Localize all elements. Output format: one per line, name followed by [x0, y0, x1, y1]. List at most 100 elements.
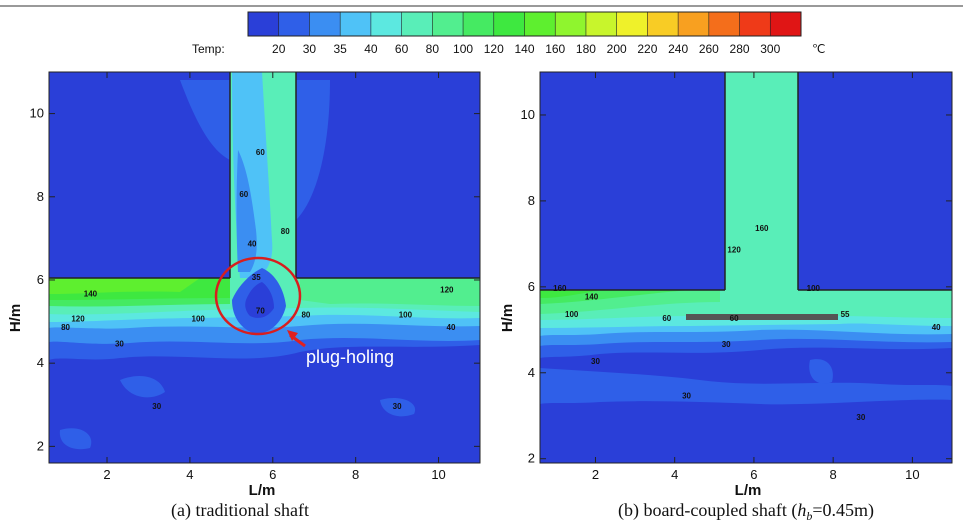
contour-label: 30: [682, 392, 691, 401]
colorbar-swatch: [463, 12, 495, 36]
panel-a-x-axis-label: L/m: [249, 482, 276, 499]
colorbar-unit: ℃: [812, 42, 825, 56]
colorbar-label: Temp:: [192, 42, 225, 56]
x-tick-label: 10: [905, 467, 919, 482]
x-tick-label: 10: [431, 467, 445, 482]
colorbar-tick-label: 20: [272, 42, 286, 56]
colorbar-tick-label: 280: [730, 42, 750, 56]
x-tick-label: 6: [750, 467, 757, 482]
colorbar-tick-label: 35: [333, 42, 347, 56]
panel-a-y-axis-label: H/m: [7, 304, 24, 332]
colorbar-swatch: [616, 12, 648, 36]
panel-b-lower-region-30: [540, 368, 952, 405]
x-tick-label: 2: [592, 467, 599, 482]
contour-label: 30: [152, 402, 161, 411]
contour-label: 160: [755, 224, 769, 233]
panel-b-caption: (b) board-coupled shaft (hb=0.45m): [618, 500, 874, 523]
plug-holing-label: plug-holing: [306, 347, 394, 367]
contour-label: 140: [84, 290, 98, 299]
contour-label: 60: [730, 314, 739, 323]
panel-a-ceiling-left-blotch: [180, 80, 230, 160]
panel-b-contour-labels: 160 120 160 140 100 100 60 60 55 40 30 30 30 30: [553, 224, 941, 422]
colorbar-swatch: [524, 12, 556, 36]
contour-label: 120: [440, 285, 454, 294]
panel-b-caption-text: (b) board-coupled shaft (: [618, 500, 797, 521]
y-tick-label: 2: [37, 438, 44, 453]
colorbar-swatch: [309, 12, 341, 36]
panel-a-blotch-2: [59, 428, 92, 450]
x-tick-label: 6: [269, 467, 276, 482]
panel-a-region-140: [49, 278, 200, 294]
contour-label: 30: [722, 340, 731, 349]
panel-b-frame: [539, 71, 953, 464]
plug-holing-circle: [214, 256, 302, 336]
contour-label: 30: [591, 357, 600, 366]
contour-label: 40: [932, 323, 941, 332]
contour-label: 40: [248, 240, 257, 249]
x-tick-label: 4: [186, 467, 193, 482]
panel-b-region-160: [540, 290, 600, 298]
contour-label: 80: [301, 310, 310, 319]
colorbar-tick-label: 140: [514, 42, 534, 56]
colorbar-tick-label: 160: [545, 42, 565, 56]
panel-b-blotch-1: [809, 359, 833, 384]
contour-label: 160: [553, 284, 567, 293]
contour-label: 120: [71, 315, 85, 324]
contour-label: 140: [585, 293, 599, 302]
panel-b-ceiling-right: [798, 72, 952, 290]
colorbar-swatch: [708, 12, 741, 36]
colorbar-swatch: [370, 12, 403, 36]
colorbar-tick-label: 120: [484, 42, 504, 56]
y-tick-label: 6: [37, 272, 44, 287]
contour-label: 30: [393, 402, 402, 411]
y-tick-label: 10: [30, 106, 44, 121]
colorbar-swatch: [678, 12, 710, 36]
colorbar-swatch: [770, 12, 802, 36]
panel-a-shaft-cold-tongue: [236, 150, 257, 272]
colorbar-tick-label: 80: [426, 42, 440, 56]
y-tick-label: 4: [528, 365, 535, 380]
colorbar-tick-label: 60: [395, 42, 409, 56]
x-tick-label: 8: [830, 467, 837, 482]
colorbar-tick-label: 240: [668, 42, 688, 56]
x-tick-label: 8: [352, 467, 359, 482]
colorbar-swatch: [248, 12, 280, 36]
x-tick-label: 2: [103, 467, 110, 482]
colorbar-tick-label: 300: [760, 42, 780, 56]
y-tick-label: 4: [37, 355, 44, 370]
contour-label: 60: [239, 190, 248, 199]
contour-label: 70: [256, 306, 265, 315]
x-tick-label: 4: [671, 467, 678, 482]
panel-b-ceiling-left: [540, 72, 725, 290]
panel-a-ceiling-right-blotch: [296, 80, 330, 220]
contour-label: 30: [115, 340, 124, 349]
y-tick-label: 8: [528, 193, 535, 208]
colorbar-swatch: [739, 12, 771, 36]
contour-label: 100: [399, 310, 413, 319]
contour-label: 35: [252, 273, 261, 282]
colorbar-swatch: [401, 12, 433, 36]
panel-b-ticks: 2 4 6 8 10 2 4 6 8 10: [521, 72, 952, 482]
plug-holing-arrowhead: [287, 330, 298, 341]
colorbar-swatch: [278, 12, 310, 36]
panel-a-ticks: 2 4 6 8 10 2 4 6 8 10: [30, 72, 480, 482]
colorbar: Temp: 20 30 35 40 60 80 100 120 140 160 180 200 220 24…: [192, 11, 825, 56]
colorbar-tick-label: 30: [303, 42, 317, 56]
colorbar-tick-label: 180: [576, 42, 596, 56]
panel-b-y-axis-label: H/m: [499, 304, 516, 332]
colorbar-tick-label: 260: [699, 42, 719, 56]
panel-a-frame: [48, 71, 481, 464]
y-tick-label: 10: [521, 107, 535, 122]
panel-a-blotch-1: [120, 376, 165, 398]
colorbar-swatch: [340, 12, 372, 36]
y-tick-label: 8: [37, 189, 44, 204]
contour-label: 30: [856, 413, 865, 422]
contour-label: 60: [256, 148, 265, 157]
colorbar-swatch: [493, 12, 525, 36]
colorbar-tick-label: 200: [607, 42, 627, 56]
contour-label: 55: [841, 310, 850, 319]
panel-a-plug-hole-core: [245, 282, 274, 318]
contour-label: 120: [727, 245, 741, 254]
